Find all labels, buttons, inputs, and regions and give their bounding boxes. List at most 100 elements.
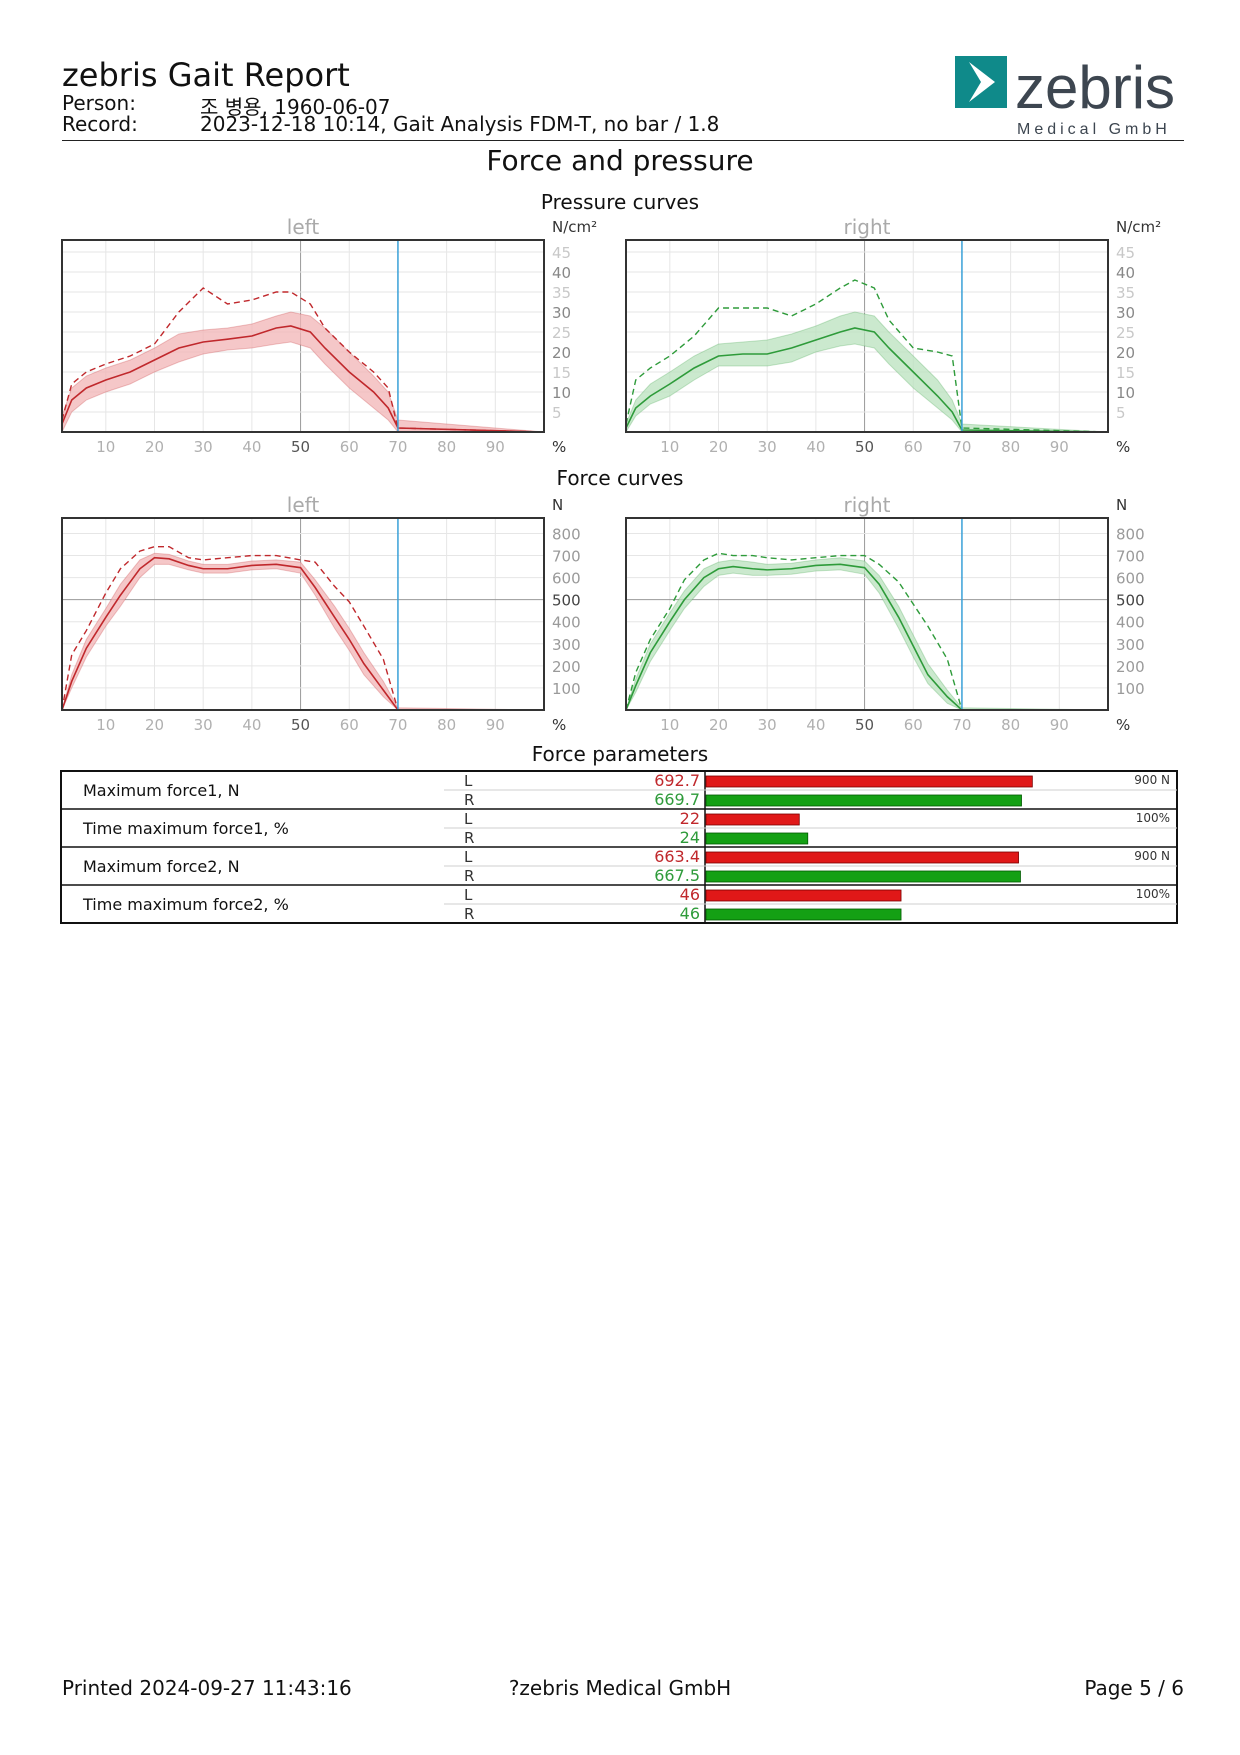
force-left-xtick: 10 bbox=[96, 716, 115, 734]
force-left-ytick: 300 bbox=[552, 636, 581, 654]
force-left-xtick: 90 bbox=[486, 716, 505, 734]
pressure-right-xlabel: % bbox=[1116, 438, 1130, 456]
force-left-ytick: 400 bbox=[552, 614, 581, 632]
pressure-left-ytick: 10 bbox=[552, 384, 571, 402]
pressure-right-ytick: 40 bbox=[1116, 264, 1135, 282]
pressure-right-xtick: 50 bbox=[855, 438, 874, 456]
logo-subtitle: Medical GmbH bbox=[1017, 121, 1171, 138]
params-r-bar bbox=[705, 794, 1022, 807]
footer-printed: Printed 2024-09-27 11:43:16 bbox=[62, 1676, 352, 1700]
params-l-bar bbox=[705, 775, 1033, 788]
force-left-xtick: 70 bbox=[388, 716, 407, 734]
footer-company: ?zebris Medical GmbH bbox=[508, 1676, 732, 1700]
params-l-value: 692.7 bbox=[654, 771, 700, 790]
force-left-ytick: 200 bbox=[552, 658, 581, 676]
force-right-xtick: 60 bbox=[904, 716, 923, 734]
force-left-xtick: 20 bbox=[145, 716, 164, 734]
pressure-right-xtick: 40 bbox=[806, 438, 825, 456]
pressure-right-ytick: 20 bbox=[1116, 344, 1135, 362]
force-left-xlabel: % bbox=[552, 716, 566, 734]
pressure-right-xtick: 80 bbox=[1001, 438, 1020, 456]
params-r-value: 667.5 bbox=[654, 866, 700, 885]
force-left-mean-line bbox=[61, 556, 544, 711]
pressure-left-xlabel: % bbox=[552, 438, 566, 456]
params-scale-label: 100% bbox=[1136, 811, 1170, 825]
pressure-right-ytick: 30 bbox=[1116, 304, 1135, 322]
pressure-left-ytick: 35 bbox=[552, 284, 571, 302]
force-right-xtick: 30 bbox=[758, 716, 777, 734]
force-right-ytick: 400 bbox=[1116, 614, 1145, 632]
params-r-tag: R bbox=[464, 829, 474, 847]
params-r-tag: R bbox=[464, 867, 474, 885]
pressure-left-ytick: 30 bbox=[552, 304, 571, 322]
params-l-value: 46 bbox=[680, 885, 700, 904]
params-row-label: Time maximum force1, % bbox=[82, 819, 289, 838]
record-value: 2023-12-18 10:14, Gait Analysis FDM-T, n… bbox=[200, 112, 720, 136]
record-label: Record: bbox=[62, 112, 138, 136]
force-left-panel-label: left bbox=[287, 493, 320, 517]
pressure-right-xtick: 30 bbox=[758, 438, 777, 456]
force-left-frame bbox=[61, 517, 545, 711]
force-left-ylabel: N bbox=[552, 496, 563, 514]
force-right-max-line bbox=[625, 552, 1108, 711]
params-row-label: Maximum force2, N bbox=[83, 857, 240, 876]
params-l-value: 663.4 bbox=[654, 847, 700, 866]
force-right-xtick: 20 bbox=[709, 716, 728, 734]
pressure-left-xtick: 50 bbox=[291, 438, 310, 456]
params-r-bar bbox=[705, 870, 1021, 883]
pressure-right-ytick: 35 bbox=[1116, 284, 1135, 302]
person-value: 조 병용, 1960-06-07 bbox=[200, 95, 391, 119]
pressure-curves-title: Pressure curves bbox=[540, 190, 700, 214]
pressure-left-panel: left N/cm²% 10 20 30 40 50 60 70 80 90 5 10 15 20 25 30 3… bbox=[61, 215, 597, 456]
pressure-left-xtick: 90 bbox=[486, 438, 505, 456]
pressure-right-frame bbox=[625, 239, 1109, 433]
params-scale-label: 900 N bbox=[1134, 849, 1170, 863]
pressure-right-panel: right N/cm²% 10 20 30 40 50 60 70 80 90 5 10 15 20 25 30… bbox=[625, 215, 1161, 456]
pressure-left-ylabel: N/cm² bbox=[552, 218, 597, 236]
force-right-xtick: 10 bbox=[660, 716, 679, 734]
pressure-right-ytick: 5 bbox=[1116, 404, 1126, 422]
force-left-ytick: 600 bbox=[552, 570, 581, 588]
force-left-xtick: 40 bbox=[242, 716, 261, 734]
force-left-xtick: 60 bbox=[340, 716, 359, 734]
pressure-left-ytick: 25 bbox=[552, 324, 571, 342]
force-right-xtick: 50 bbox=[855, 716, 874, 734]
footer-page-number: Page 5 / 6 bbox=[1084, 1676, 1184, 1700]
pressure-right-ytick: 15 bbox=[1116, 364, 1135, 382]
zebris-logo: zebris Medical GmbH bbox=[955, 56, 1175, 138]
pressure-left-mean-line bbox=[61, 325, 545, 433]
pressure-right-ytick: 10 bbox=[1116, 384, 1135, 402]
force-right-ytick: 700 bbox=[1116, 548, 1145, 566]
pressure-left-xtick: 20 bbox=[145, 438, 164, 456]
pressure-left-max-line bbox=[61, 287, 545, 433]
force-left-panel: left N% 10 20 30 40 50 60 70 80 90 100 200 300 400 500 6… bbox=[61, 493, 581, 734]
force-left-max-line bbox=[61, 545, 544, 711]
force-left-xtick: 30 bbox=[194, 716, 213, 734]
pressure-left-xtick: 80 bbox=[437, 438, 456, 456]
force-right-xtick: 40 bbox=[806, 716, 825, 734]
report-title: zebris Gait Report bbox=[62, 56, 350, 94]
force-parameters-title: Force parameters bbox=[531, 742, 709, 766]
header-divider bbox=[62, 140, 1184, 141]
section-title: Force and pressure bbox=[486, 144, 754, 177]
pressure-right-xtick: 70 bbox=[952, 438, 971, 456]
pressure-right-ytick: 45 bbox=[1116, 244, 1135, 262]
logo-wordmark: zebris bbox=[1015, 56, 1175, 121]
force-right-std-band bbox=[625, 557, 1109, 711]
params-scale-label: 100% bbox=[1136, 887, 1170, 901]
params-r-value: 24 bbox=[680, 828, 700, 847]
params-scale-label: 900 N bbox=[1134, 773, 1170, 787]
pressure-right-xtick: 90 bbox=[1050, 438, 1069, 456]
pressure-left-xtick: 10 bbox=[96, 438, 115, 456]
force-left-ytick: 500 bbox=[552, 592, 581, 610]
force-left-ytick: 800 bbox=[552, 525, 581, 543]
pressure-left-frame bbox=[61, 239, 545, 433]
pressure-right-max-line bbox=[625, 279, 1109, 433]
params-r-bar bbox=[705, 908, 902, 921]
force-right-frame bbox=[625, 517, 1109, 711]
force-right-panel-label: right bbox=[844, 493, 891, 517]
